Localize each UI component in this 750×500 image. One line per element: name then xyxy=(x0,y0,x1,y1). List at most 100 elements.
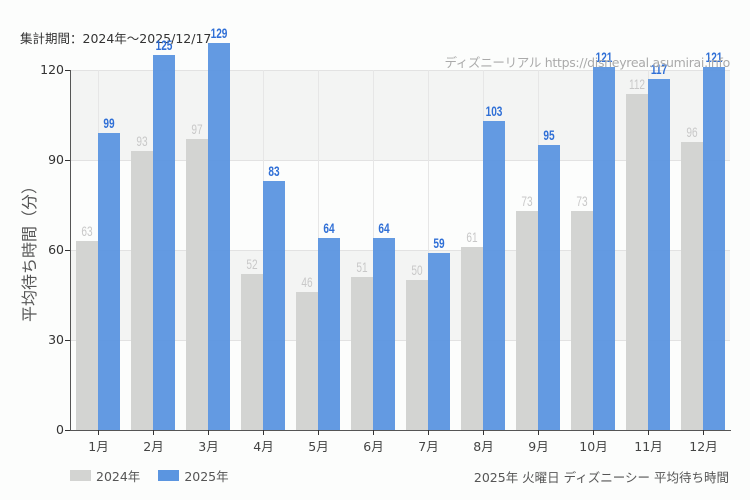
x-tick xyxy=(153,430,154,435)
bar-y2024[interactable] xyxy=(240,274,263,430)
h-gridline xyxy=(70,160,730,161)
x-tick-label: 5月 xyxy=(308,439,329,454)
x-tick xyxy=(208,430,209,435)
h-gridline xyxy=(70,250,730,251)
bar-y2025[interactable] xyxy=(702,67,725,430)
value-label-y2024: 63 xyxy=(80,223,93,239)
x-tick xyxy=(648,430,649,435)
x-tick xyxy=(593,430,594,435)
bar-y2024[interactable] xyxy=(295,292,318,430)
value-label-y2025: 64 xyxy=(377,220,390,236)
plot-area: 63 99 93 125 97 129 52 83 46 64 51 64 50 59 61 103 73 95 7… xyxy=(70,25,730,430)
x-tick xyxy=(373,430,374,435)
value-label-y2025: 125 xyxy=(155,37,172,53)
value-label-y2024: 96 xyxy=(685,124,698,140)
bar-y2024[interactable] xyxy=(185,139,208,430)
y-tick-label: 0 xyxy=(56,422,64,437)
y-tick xyxy=(65,430,70,431)
bar-y2024[interactable] xyxy=(625,94,648,430)
x-tick xyxy=(98,430,99,435)
y-tick xyxy=(65,70,70,71)
bar-y2024[interactable] xyxy=(75,241,98,430)
collection-period: 集計期間：2024年～2025/12/17 xyxy=(20,31,212,46)
value-label-y2024: 52 xyxy=(245,256,258,272)
bar-y2024[interactable] xyxy=(460,247,483,430)
v-gridline xyxy=(428,70,429,430)
watermark: ディズニーリアル https://disneyreal.asumirai.inf… xyxy=(444,55,730,70)
bar-y2025[interactable] xyxy=(592,67,615,430)
bar-y2025[interactable] xyxy=(537,145,560,430)
legend-item-2024[interactable]: 2024年 xyxy=(70,466,140,485)
value-label-y2025: 83 xyxy=(267,163,280,179)
grid-band xyxy=(70,70,730,160)
x-tick-label: 10月 xyxy=(579,439,608,454)
x-tick-label: 3月 xyxy=(198,439,219,454)
x-tick-label: 7月 xyxy=(418,439,439,454)
bar-y2024[interactable] xyxy=(350,277,373,430)
bar-y2024[interactable] xyxy=(570,211,593,430)
legend-swatch-2024 xyxy=(70,470,91,481)
y-tick-label: 120 xyxy=(40,62,64,77)
y-tick xyxy=(65,250,70,251)
value-label-y2025: 121 xyxy=(705,49,722,65)
grid-band xyxy=(70,250,730,340)
chart-caption: 2025年 火曜日 ディズニーシー 平均待ち時間 xyxy=(473,470,729,485)
value-label-y2025: 99 xyxy=(102,115,115,131)
value-label-y2025: 95 xyxy=(542,127,555,143)
value-label-y2025: 129 xyxy=(210,25,227,41)
bar-y2024[interactable] xyxy=(515,211,538,430)
x-tick-label: 9月 xyxy=(528,439,549,454)
x-tick-label: 6月 xyxy=(363,439,384,454)
bar-y2024[interactable] xyxy=(405,280,428,430)
bar-y2025[interactable] xyxy=(427,253,450,430)
legend-item-2025[interactable]: 2025年 xyxy=(158,466,229,485)
value-label-y2024: 73 xyxy=(520,193,533,209)
value-label-y2024: 51 xyxy=(355,259,368,275)
x-tick-label: 4月 xyxy=(253,439,274,454)
value-label-y2025: 117 xyxy=(650,61,667,77)
y-axis-line xyxy=(70,70,71,431)
grid-band xyxy=(70,160,730,250)
value-label-y2025: 121 xyxy=(595,49,612,65)
x-tick-label: 11月 xyxy=(634,439,663,454)
bar-y2025[interactable] xyxy=(317,238,340,430)
x-tick xyxy=(318,430,319,435)
x-tick xyxy=(263,430,264,435)
value-label-y2024: 112 xyxy=(628,76,645,92)
h-gridline xyxy=(70,340,730,341)
bar-y2025[interactable] xyxy=(482,121,505,430)
x-tick xyxy=(483,430,484,435)
x-tick-label: 2月 xyxy=(143,439,164,454)
bar-y2025[interactable] xyxy=(262,181,285,430)
y-tick xyxy=(65,340,70,341)
value-label-y2024: 93 xyxy=(135,133,148,149)
grid-band xyxy=(70,340,730,430)
bar-y2025[interactable] xyxy=(372,238,395,430)
x-tick-label: 8月 xyxy=(473,439,494,454)
value-label-y2025: 59 xyxy=(432,235,445,251)
y-tick-label: 60 xyxy=(48,242,64,257)
value-label-y2024: 97 xyxy=(190,121,203,137)
bar-y2025[interactable] xyxy=(97,133,120,430)
y-tick-label: 30 xyxy=(48,332,64,347)
y-tick xyxy=(65,160,70,161)
bar-y2024[interactable] xyxy=(130,151,153,430)
bar-y2025[interactable] xyxy=(647,79,670,430)
x-tick-label: 1月 xyxy=(88,439,109,454)
value-label-y2025: 103 xyxy=(485,103,502,119)
legend-label-2025: 2025年 xyxy=(184,469,229,484)
legend: 2024年 2025年 xyxy=(70,466,247,485)
value-label-y2024: 50 xyxy=(410,262,423,278)
bar-y2024[interactable] xyxy=(680,142,703,430)
bar-y2025[interactable] xyxy=(207,43,230,430)
x-tick xyxy=(428,430,429,435)
value-label-y2024: 46 xyxy=(300,274,313,290)
legend-label-2024: 2024年 xyxy=(96,469,141,484)
bar-y2025[interactable] xyxy=(152,55,175,430)
x-tick-label: 12月 xyxy=(689,439,718,454)
value-label-y2024: 73 xyxy=(575,193,588,209)
x-axis-line xyxy=(70,430,731,431)
y-tick-label: 90 xyxy=(48,152,64,167)
legend-swatch-2025 xyxy=(158,470,180,481)
value-label-y2025: 64 xyxy=(322,220,335,236)
